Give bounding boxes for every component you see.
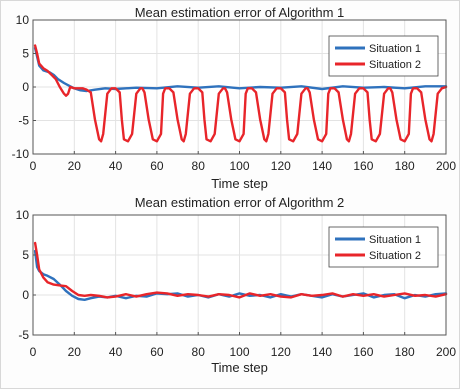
y-tick-label: -5	[18, 328, 29, 342]
legend-box	[328, 35, 439, 77]
y-tick-label: 0	[22, 80, 29, 94]
x-tick-label: 120	[271, 159, 291, 173]
x-tick-label: 160	[353, 345, 373, 359]
x-tick-label: 20	[68, 159, 82, 173]
x-tick-label: 80	[192, 159, 206, 173]
x-axis-label: Time step	[211, 360, 268, 375]
y-tick-label: 5	[22, 47, 29, 61]
x-tick-label: 180	[395, 159, 415, 173]
series-line-1	[33, 46, 448, 93]
x-tick-label: 180	[395, 345, 415, 359]
series-line-2	[33, 44, 448, 143]
legend-label: Situation 2	[369, 59, 421, 71]
y-tick-label: 10	[16, 13, 30, 27]
legend-label: Situation 1	[369, 234, 421, 246]
chart-1: 0 20 40 60 80 100 120 140 160 180 200 10 5 0 -5 -10 Mean…	[12, 5, 457, 191]
x-tick-label: 200	[436, 345, 456, 359]
x-tick-label: 0	[30, 159, 37, 173]
x-tick-label: 20	[68, 345, 82, 359]
x-tick-label: 120	[271, 345, 291, 359]
series-line-2	[33, 241, 448, 299]
x-tick-label: 140	[312, 159, 332, 173]
x-tick-label: 40	[109, 345, 123, 359]
y-tick-label: 0	[22, 288, 29, 302]
y-tick-label: 10	[16, 208, 30, 222]
legend-label: Situation 1	[369, 43, 421, 55]
x-tick-label: 140	[312, 345, 332, 359]
x-tick-label: 80	[192, 345, 206, 359]
x-tick-label: 60	[150, 159, 164, 173]
legend: Situation 1 Situation 2	[328, 226, 439, 268]
x-tick-label: 160	[353, 159, 373, 173]
legend: Situation 1 Situation 2	[328, 35, 439, 77]
x-tick-label: 40	[109, 159, 123, 173]
x-tick-label: 100	[229, 159, 249, 173]
legend-box	[328, 226, 439, 268]
y-tick-label: -10	[12, 147, 30, 161]
x-tick-label: 60	[150, 345, 164, 359]
x-axis-label: Time step	[211, 176, 268, 191]
x-tick-label: 100	[229, 345, 249, 359]
chart-title: Mean estimation error of Algorithm 2	[135, 195, 345, 210]
y-tick-label: -5	[18, 114, 29, 128]
legend-label: Situation 2	[369, 250, 421, 262]
x-tick-label: 0	[30, 345, 37, 359]
x-tick-label: 200	[436, 159, 456, 173]
y-tick-label: 5	[22, 248, 29, 262]
chart-title: Mean estimation error of Algorithm 1	[135, 5, 345, 20]
